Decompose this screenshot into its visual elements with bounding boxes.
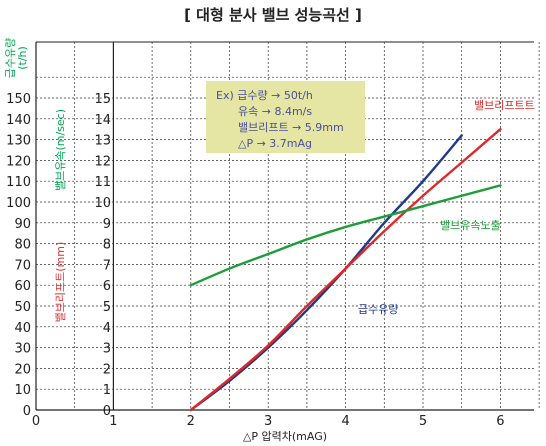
x-tick-label: 3	[264, 414, 272, 429]
axes	[35, 41, 534, 411]
annotation-line-1: Ex) 급수량 → 50t/h	[216, 89, 313, 102]
y-tick-label-velocity: 10	[94, 196, 111, 211]
y-tick-label-velocity: 7	[103, 258, 111, 273]
y-tick-label-flow: 80	[14, 238, 31, 253]
y-tick-label-velocity: 15	[94, 92, 111, 107]
y-tick-label-flow: 90	[14, 217, 31, 232]
y-tick-label-flow: 40	[14, 321, 31, 336]
y-tick-label-velocity: 14	[94, 113, 111, 128]
series-label-flow: 급수유량	[358, 303, 398, 316]
series-line-velocity	[189, 184, 502, 287]
x-axis-label: △P 압력차(mAG)	[243, 430, 327, 443]
x-tick-labels: 0 1 2 3 4 5 6	[32, 414, 505, 429]
series-label-velocity: 밸브유속노출	[440, 219, 501, 232]
series-line-flow	[189, 134, 463, 412]
x-tick-label: 1	[109, 414, 117, 429]
y-tick-label-flow: 20	[14, 362, 31, 377]
y-tick-label-flow: 130	[6, 134, 31, 149]
y-tick-label-velocity: 8	[103, 238, 111, 253]
y-tick-label-flow: 100	[6, 196, 31, 211]
y-tick-label-velocity: 2	[103, 362, 111, 377]
y-tick-label-velocity: 13	[94, 134, 111, 149]
y-tick-label-flow: 30	[14, 342, 31, 357]
annotation-line-4: △P → 3.7mAg	[238, 137, 312, 150]
x-tick-label: 5	[419, 414, 427, 429]
y-tick-label-flow: 0	[23, 404, 31, 419]
y-axis-label-velocity: 밸브유속(m/sec)	[54, 109, 67, 191]
y-tick-label-flow: 50	[14, 300, 31, 315]
annotation-box	[206, 81, 365, 153]
chart-title: [ 대형 분사 밸브 성능곡선 ]	[184, 6, 362, 24]
y-tick-label-flow: 70	[14, 258, 31, 273]
series-label-lift: 밸브리프트트	[474, 99, 535, 112]
y-tick-label-velocity: 11	[94, 175, 111, 190]
example-annotation: Ex) 급수량 → 50t/h 유속 → 8.4m/s 밸브리프트 → 5.9m…	[206, 81, 365, 153]
y-tick-label-velocity: 5	[103, 300, 111, 315]
y-tick-label-velocity: 0	[103, 404, 111, 419]
y-tick-label-velocity: 9	[103, 217, 111, 232]
y-tick-label-velocity: 12	[94, 154, 111, 169]
y-tick-label-flow: 10	[14, 383, 31, 398]
y-tick-label-flow: 120	[6, 154, 31, 169]
x-tick-label: 4	[341, 414, 349, 429]
y-tick-label-velocity: 3	[103, 342, 111, 357]
y-tick-labels-flow: 0 10 20 30 40 50 60 70 80 90 100 110 120 130 140 150	[6, 92, 31, 419]
y-tick-label-velocity: 6	[103, 279, 111, 294]
y-tick-label-velocity: 4	[103, 321, 111, 336]
y-axis-label-flow: 급수유량	[4, 38, 17, 78]
y-tick-label-flow: 140	[6, 113, 31, 128]
series-line-lift	[189, 127, 502, 412]
y-tick-label-flow: 110	[6, 175, 31, 190]
annotation-line-3: 밸브리프트 → 5.9mm	[238, 121, 344, 134]
y-tick-label-flow: 150	[6, 92, 31, 107]
x-tick-label: 2	[187, 414, 195, 429]
series-lines	[189, 127, 502, 412]
y-tick-label-velocity: 1	[103, 383, 111, 398]
y-axis-unit-flow: (t/h)	[16, 46, 29, 70]
annotation-line-2: 유속 → 8.4m/s	[238, 105, 312, 118]
y-tick-label-flow: 60	[14, 279, 31, 294]
y-axis-label-lift: 밸브리프트(mm)	[54, 242, 67, 323]
x-tick-label: 0	[32, 414, 40, 429]
x-tick-label: 6	[496, 414, 504, 429]
